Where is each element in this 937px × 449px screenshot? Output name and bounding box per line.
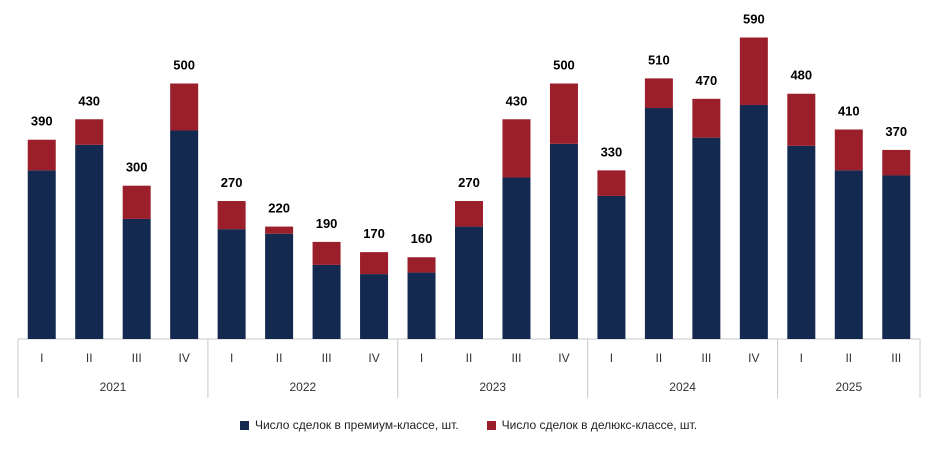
bar-premium — [407, 272, 436, 339]
bar-total-label: 500 — [173, 58, 195, 73]
bar-deluxe — [502, 119, 531, 178]
bar-deluxe — [265, 226, 294, 234]
x-tick-label: IV — [748, 351, 759, 365]
bar-premium — [455, 226, 483, 339]
legend: Число сделок в премиум-классе, шт. Число… — [0, 418, 937, 432]
x-tick-label: III — [511, 351, 521, 365]
bar-premium — [787, 145, 816, 339]
bar-premium — [122, 218, 151, 339]
x-tick-label: I — [40, 351, 43, 365]
bar-premium — [834, 170, 863, 339]
x-tick-label: I — [800, 351, 803, 365]
x-tick-label: III — [322, 351, 332, 365]
x-tick-label: IV — [368, 351, 379, 365]
x-tick-label: II — [86, 351, 93, 365]
x-tick-label: II — [276, 351, 283, 365]
bar-total-label: 270 — [221, 175, 243, 190]
year-label: 2021 — [100, 380, 127, 394]
x-tick-label: III — [891, 351, 901, 365]
bar-total-label: 480 — [790, 68, 812, 83]
bar-premium — [882, 175, 911, 339]
bar-total-label: 170 — [363, 226, 385, 241]
bar-total-label: 300 — [126, 160, 148, 175]
x-tick-label: I — [610, 351, 613, 365]
x-tick-label: IV — [558, 351, 569, 365]
bar-total-label: 220 — [268, 201, 290, 216]
bar-deluxe — [312, 241, 341, 265]
bar-premium — [739, 104, 768, 339]
year-label: 2025 — [835, 380, 862, 394]
x-tick-label: IV — [178, 351, 189, 365]
bar-deluxe — [170, 83, 199, 131]
bar-premium — [549, 143, 578, 339]
bar-premium — [75, 144, 104, 339]
bar-premium — [502, 177, 531, 339]
bar-deluxe — [834, 129, 863, 171]
x-tick-label: II — [845, 351, 852, 365]
bar-total-label: 270 — [458, 175, 480, 190]
bar-deluxe — [597, 170, 626, 196]
bar-deluxe — [27, 139, 56, 171]
bar-premium — [644, 108, 673, 339]
bar-deluxe — [644, 78, 673, 109]
bar-deluxe — [549, 83, 578, 144]
year-label: 2022 — [289, 380, 316, 394]
x-tick-label: I — [230, 351, 233, 365]
bar-total-label: 190 — [316, 216, 338, 231]
bar-deluxe — [75, 119, 104, 145]
x-tick-label: III — [132, 351, 142, 365]
bar-deluxe — [692, 98, 721, 138]
bar-deluxe — [455, 201, 483, 227]
bar-total-label: 430 — [506, 93, 528, 108]
bar-deluxe — [882, 149, 911, 176]
bar-premium — [217, 229, 246, 339]
year-label: 2023 — [479, 380, 506, 394]
bar-total-label: 370 — [885, 124, 907, 139]
bar-total-label: 160 — [411, 231, 433, 246]
bar-deluxe — [407, 257, 436, 273]
x-tick-label: II — [656, 351, 663, 365]
bar-premium — [312, 264, 341, 339]
bar-deluxe — [217, 201, 246, 230]
bar-deluxe — [739, 37, 768, 105]
bar-total-label: 590 — [743, 12, 765, 27]
bar-deluxe — [360, 252, 389, 275]
bar-premium — [27, 170, 56, 339]
x-tick-label: III — [701, 351, 711, 365]
bar-total-label: 510 — [648, 52, 670, 67]
stacked-bar-chart: 390I430II300III500IV270I220II190III170IV… — [17, 12, 921, 398]
legend-item-premium: Число сделок в премиум-классе, шт. — [239, 418, 459, 432]
bar-premium — [692, 137, 721, 339]
bar-total-label: 430 — [78, 93, 100, 108]
bar-total-label: 500 — [553, 58, 575, 73]
x-tick-label: I — [420, 351, 423, 365]
bar-premium — [170, 130, 199, 339]
bar-total-label: 390 — [31, 114, 53, 129]
bar-premium — [360, 274, 389, 339]
bar-total-label: 470 — [696, 73, 718, 88]
bar-deluxe — [122, 185, 151, 219]
legend-swatch-premium — [239, 420, 249, 430]
bar-deluxe — [787, 93, 816, 146]
legend-item-deluxe: Число сделок в делюкс-классе, шт. — [486, 418, 698, 432]
legend-label-premium: Число сделок в премиум-классе, шт. — [254, 418, 459, 432]
bar-premium — [597, 195, 626, 339]
year-label: 2024 — [669, 380, 696, 394]
legend-label-deluxe: Число сделок в делюкс-классе, шт. — [501, 418, 698, 432]
bar-premium — [265, 233, 294, 339]
bar-total-label: 410 — [838, 103, 860, 118]
legend-swatch-deluxe — [486, 420, 496, 430]
x-tick-label: II — [466, 351, 473, 365]
bar-total-label: 330 — [601, 144, 623, 159]
